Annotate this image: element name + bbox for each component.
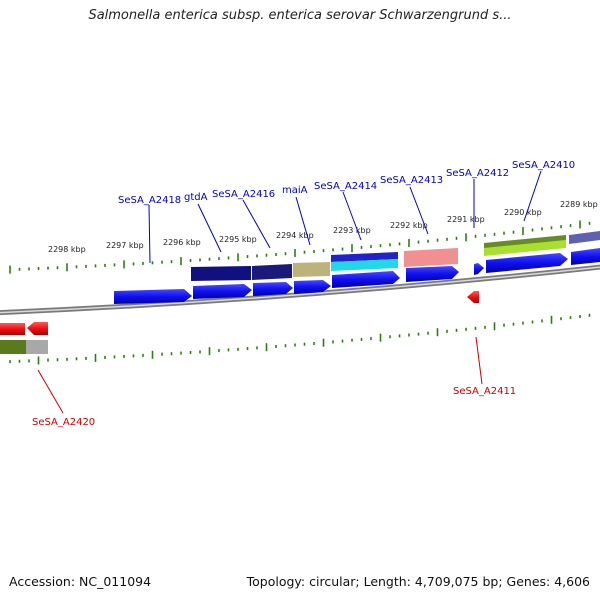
annotation-track: [0, 231, 600, 354]
feature-bar[interactable]: [404, 248, 458, 267]
kbp-label: 2297 kbp: [106, 241, 144, 250]
forward-gene-arrow[interactable]: [332, 271, 400, 288]
gene-label-maiA[interactable]: maiA: [282, 185, 308, 196]
feature-bar[interactable]: [331, 259, 398, 271]
kbp-label: 2298 kbp: [48, 245, 86, 254]
gene-label-SeSA_A2418[interactable]: SeSA_A2418: [118, 195, 181, 206]
inner-tick-row: [9, 313, 591, 365]
leader-line: [342, 191, 362, 241]
leader-line: [37, 369, 64, 414]
feature-bar[interactable]: [331, 252, 398, 262]
accession-text: Accession: NC_011094: [9, 574, 152, 589]
gene-label-SeSA_A2413[interactable]: SeSA_A2413: [380, 175, 443, 186]
genome-summary-text: Topology: circular; Length: 4,709,075 bp…: [246, 574, 590, 589]
gene-labels: SeSA_A2418 gtdA SeSA_A2416 maiA SeSA_A24…: [32, 160, 575, 428]
forward-gene-arrow[interactable]: [486, 253, 568, 273]
kbp-label: 2292 kbp: [390, 221, 428, 230]
reverse-gene-arrow[interactable]: [27, 322, 48, 335]
leader-line: [197, 203, 222, 253]
gene-label-SeSA_A2412[interactable]: SeSA_A2412: [446, 168, 509, 179]
kbp-label-layer: 2298 kbp 2297 kbp 2296 kbp 2295 kbp 2294…: [48, 200, 598, 254]
feature-bar[interactable]: [0, 340, 26, 354]
forward-gene-arrow[interactable]: [253, 282, 293, 296]
forward-gene-arrow[interactable]: [571, 248, 600, 265]
forward-gene-arrow[interactable]: [406, 266, 459, 282]
gene-label-gtdA[interactable]: gtdA: [184, 192, 208, 203]
feature-bar[interactable]: [484, 240, 566, 256]
leader-line: [523, 170, 542, 222]
leader-line: [295, 196, 311, 246]
outer-tick-row: [9, 220, 591, 274]
reverse-genes: [0, 291, 479, 335]
leader-line: [148, 204, 151, 264]
label-leaders: [37, 170, 542, 414]
reverse-gene-arrow[interactable]: [467, 291, 479, 303]
gene-label-SeSA_A2414[interactable]: SeSA_A2414: [314, 181, 377, 192]
map-title: Salmonella enterica subsp. enterica sero…: [88, 8, 512, 23]
forward-gene-arrow[interactable]: [294, 280, 331, 294]
feature-bar[interactable]: [191, 266, 251, 281]
feature-bar[interactable]: [252, 264, 292, 280]
forward-gene-arrow[interactable]: [193, 284, 252, 299]
gene-label-SeSA_A2410[interactable]: SeSA_A2410: [512, 160, 575, 171]
kbp-label: 2296 kbp: [163, 238, 201, 247]
feature-bar[interactable]: [26, 340, 48, 354]
reverse-gene-arrow[interactable]: [0, 323, 25, 335]
leader-line: [242, 199, 271, 249]
gene-label-SeSA_A2416[interactable]: SeSA_A2416: [212, 189, 275, 200]
kbp-label: 2295 kbp: [219, 235, 257, 244]
genome-backbone-highlight: [0, 266, 600, 314]
kbp-label: 2291 kbp: [447, 215, 485, 224]
gene-label-SeSA_A2420[interactable]: SeSA_A2420: [32, 417, 95, 428]
gene-label-SeSA_A2411[interactable]: SeSA_A2411: [453, 386, 516, 397]
leader-line: [475, 336, 483, 385]
forward-gene-arrow[interactable]: [114, 289, 192, 304]
kbp-label: 2294 kbp: [276, 231, 314, 240]
feature-bar[interactable]: [293, 262, 330, 277]
kbp-label: 2289 kbp: [560, 200, 598, 209]
feature-bar[interactable]: [569, 231, 600, 244]
kbp-label: 2290 kbp: [504, 208, 542, 217]
forward-gene-arrow[interactable]: [474, 263, 484, 275]
forward-genes: [114, 248, 600, 304]
kbp-label: 2293 kbp: [333, 226, 371, 235]
leader-line: [409, 186, 429, 235]
